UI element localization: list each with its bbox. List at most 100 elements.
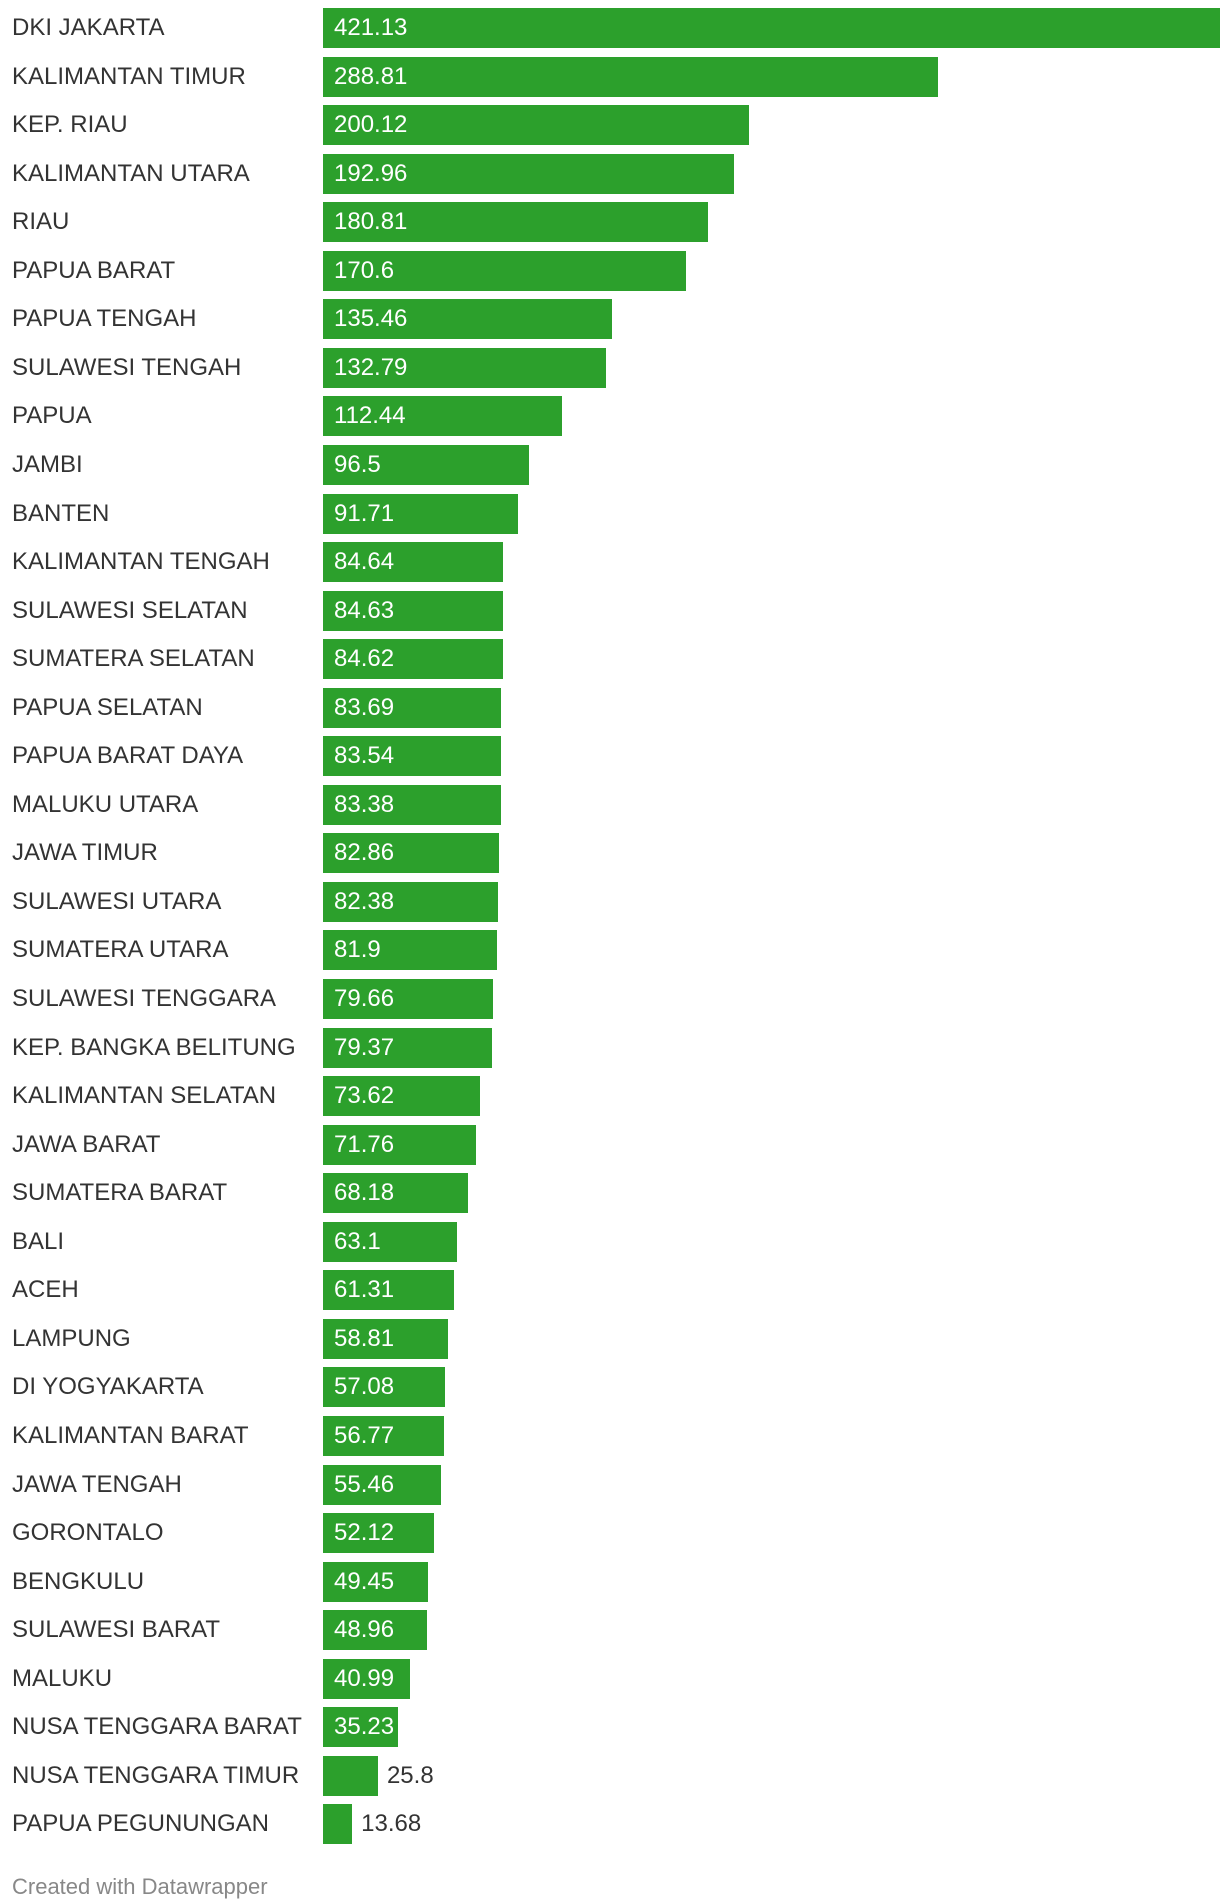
category-label: MALUKU UTARA (12, 790, 199, 818)
category-label: ACEH (12, 1276, 79, 1304)
category-label: KALIMANTAN TIMUR (12, 62, 246, 90)
bar (323, 736, 501, 777)
value-label: 135.46 (334, 305, 408, 333)
value-label: 91.71 (334, 499, 395, 527)
value-label: 83.69 (334, 693, 395, 721)
value-label: 180.81 (334, 208, 408, 236)
category-label: SULAWESI SELATAN (12, 596, 248, 624)
bar (323, 930, 498, 971)
category-label: DKI JAKARTA (12, 14, 165, 41)
bar (323, 299, 612, 340)
category-label: RIAU (12, 208, 70, 236)
category-label: SULAWESI TENGGARA (12, 985, 277, 1012)
category-label: PAPUA BARAT (12, 256, 176, 284)
credit-footer: Created with Datawrapper (12, 1874, 268, 1899)
bar (323, 1707, 399, 1748)
value-label: 71.76 (334, 1130, 395, 1158)
bar (323, 250, 687, 291)
bar (323, 1561, 429, 1602)
value-label: 35.23 (334, 1713, 395, 1741)
category-label: MALUKU (12, 1664, 113, 1692)
value-label: 170.6 (334, 256, 395, 284)
category-label: KEP. RIAU (12, 111, 128, 139)
value-label: 68.18 (334, 1179, 395, 1207)
category-label: PAPUA TENGAH (12, 305, 197, 333)
category-label: KALIMANTAN BARAT (12, 1421, 249, 1449)
value-label: 421.13 (334, 14, 408, 41)
category-label: BALI (12, 1227, 65, 1255)
value-label: 73.62 (334, 1082, 395, 1110)
value-label: 58.81 (334, 1324, 395, 1352)
value-label: 81.9 (334, 936, 381, 964)
category-label: PAPUA (12, 402, 92, 430)
bar (323, 56, 939, 97)
bar (323, 153, 734, 194)
value-label: 84.64 (334, 548, 395, 576)
category-label: KALIMANTAN UTARA (12, 159, 250, 187)
value-label: 83.38 (334, 790, 395, 818)
category-label: GORONTALO (12, 1519, 164, 1547)
bar (323, 493, 519, 534)
bar (323, 1513, 434, 1554)
bar (323, 1755, 378, 1796)
bar (323, 396, 563, 437)
bar (323, 784, 501, 825)
bar (323, 590, 504, 631)
value-label: 25.8 (386, 1761, 434, 1789)
bar (323, 1610, 428, 1651)
category-label: JAWA BARAT (12, 1130, 161, 1158)
value-label: 57.08 (334, 1373, 395, 1401)
value-label: 192.96 (334, 159, 408, 187)
bar (323, 1658, 411, 1699)
category-label: PAPUA BARAT DAYA (12, 742, 244, 770)
category-label: KEP. BANGKA BELITUNG (12, 1033, 296, 1061)
bar (323, 1415, 444, 1456)
value-label: 79.37 (334, 1033, 395, 1061)
bar (323, 444, 529, 485)
category-label: JAWA TENGAH (12, 1470, 182, 1498)
value-label: 52.12 (334, 1519, 395, 1547)
bar (323, 1464, 442, 1505)
category-label: SULAWESI TENGAH (12, 353, 242, 381)
value-label: 112.44 (334, 402, 406, 430)
bar (323, 881, 499, 922)
category-label: SUMATERA UTARA (12, 936, 229, 964)
bar (323, 979, 493, 1019)
value-label: 49.45 (334, 1567, 395, 1595)
bar (323, 833, 500, 874)
value-label: 63.1 (334, 1227, 381, 1255)
value-label: 82.38 (334, 887, 395, 915)
bar (323, 1173, 469, 1214)
bar (323, 1221, 458, 1262)
category-label: JAMBI (12, 450, 83, 478)
category-label: SUMATERA BARAT (12, 1179, 228, 1207)
bar (323, 687, 502, 728)
value-label: 82.86 (334, 839, 395, 867)
value-label: 13.68 (361, 1810, 422, 1838)
value-label: 79.66 (334, 985, 395, 1012)
category-label: NUSA TENGGARA TIMUR (12, 1761, 300, 1789)
category-label: JAWA TIMUR (12, 839, 158, 867)
bar (323, 202, 709, 243)
value-label: 288.81 (334, 62, 408, 90)
category-label: NUSA TENGGARA BARAT (12, 1713, 302, 1741)
bar (323, 1124, 476, 1165)
bar (323, 1318, 449, 1359)
bar (323, 1270, 454, 1311)
value-label: 55.46 (334, 1470, 395, 1498)
category-label: KALIMANTAN SELATAN (12, 1082, 277, 1110)
category-label: PAPUA PEGUNUNGAN (12, 1810, 269, 1838)
bar (323, 347, 606, 388)
value-label: 61.31 (334, 1276, 395, 1304)
value-label: 200.12 (334, 111, 408, 139)
value-label: 132.79 (334, 353, 408, 381)
bar (323, 1027, 493, 1068)
bar (323, 105, 750, 146)
category-label: PAPUA SELATAN (12, 693, 203, 721)
value-label: 83.54 (334, 742, 395, 770)
bar (323, 1076, 480, 1117)
category-label: DI YOGYAKARTA (12, 1373, 204, 1401)
value-label: 84.63 (334, 596, 395, 624)
category-label: SULAWESI BARAT (12, 1616, 221, 1644)
